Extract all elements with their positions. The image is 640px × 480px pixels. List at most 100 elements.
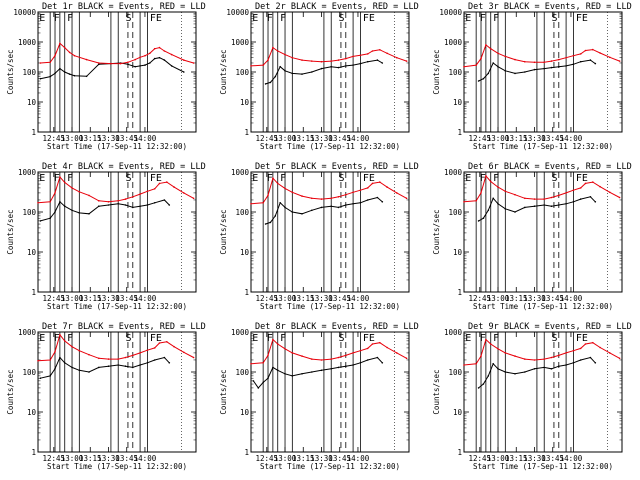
events-data-point <box>39 77 42 80</box>
x-tick-label: 13:15 <box>79 454 102 463</box>
events-data-point <box>482 383 485 385</box>
y-tick-label: 1000 <box>231 38 250 47</box>
flag-marker: F <box>280 333 286 344</box>
events-data-point <box>345 65 347 67</box>
lld-data-point <box>158 182 161 185</box>
events-data-point <box>572 201 575 203</box>
events-data-point <box>359 202 362 204</box>
y-tick-label: 10 <box>240 248 250 257</box>
lld-data-point <box>166 181 168 183</box>
x-axis-label: Start Time (17-Sep-11 12:32:00) <box>473 462 613 471</box>
events-data-point <box>98 366 100 369</box>
events-data-point <box>337 366 340 369</box>
y-tick-label: 10 <box>453 248 463 257</box>
panel-title: Det 8r BLACK = Events, RED = LLD <box>255 322 419 332</box>
lld-data-point <box>371 182 374 185</box>
lld-data-point <box>584 49 587 52</box>
lld-data-point <box>609 191 611 194</box>
events-data-point <box>504 70 507 72</box>
flag-marker: FE <box>576 173 588 184</box>
lld-data-point <box>463 65 465 68</box>
events-data-point <box>301 73 303 75</box>
flag-marker: F <box>67 173 73 184</box>
flag-marker: FE <box>576 333 588 344</box>
events-data-point <box>311 209 313 212</box>
events-data-point <box>594 201 597 203</box>
events-data-point <box>589 59 592 61</box>
events-data-point <box>366 60 369 63</box>
lld-data-point <box>85 58 88 61</box>
plot-frame <box>463 171 623 293</box>
lld-data-point <box>88 194 90 197</box>
lld-data-point <box>352 352 354 354</box>
flag-marker: E <box>465 333 471 344</box>
events-data-point <box>153 359 156 361</box>
x-axis-label: Start Time (17-Sep-11 12:32:00) <box>47 462 187 471</box>
lld-data-point <box>311 197 313 200</box>
events-data-point <box>132 206 134 209</box>
lld-data-point <box>475 200 478 202</box>
events-data-point <box>579 359 582 361</box>
lld-data-point <box>396 352 398 354</box>
events-data-point <box>274 215 277 217</box>
x-tick-label: 13:45 <box>115 294 138 303</box>
events-data-point <box>320 206 323 209</box>
flag-marker: FE <box>363 13 375 24</box>
lld-data-point <box>352 55 354 58</box>
x-tick-label: 13:45 <box>328 294 351 303</box>
events-data-point <box>59 356 61 359</box>
flag-marker: S <box>126 173 132 184</box>
x-tick-label: 14:00 <box>134 454 157 463</box>
events-data-point <box>514 373 516 375</box>
x-tick-label: 12:45 <box>256 294 279 303</box>
lld-data-point <box>49 359 51 361</box>
lld-data-point <box>262 202 265 204</box>
lld-data-point <box>592 181 594 183</box>
x-tick-label: 13:15 <box>505 134 528 143</box>
y-axis-label: Counts/sec <box>219 369 228 414</box>
lld-data-point <box>337 196 340 198</box>
lld-data-point <box>37 360 39 362</box>
events-data-point <box>54 72 56 75</box>
x-tick-label: 14:00 <box>347 454 370 463</box>
lld-data-point <box>565 192 567 194</box>
events-data-point <box>124 204 127 206</box>
lld-data-point <box>504 352 507 354</box>
lld-data-point <box>301 59 303 61</box>
events-data-point <box>533 368 536 370</box>
x-tick-label: 13:45 <box>541 134 564 143</box>
events-data-point <box>543 204 545 206</box>
events-data-point <box>301 213 303 215</box>
events-data-point <box>572 63 575 66</box>
events-series-line <box>40 356 170 379</box>
plot-frame <box>250 331 410 453</box>
events-data-point <box>558 65 560 68</box>
lld-data-point <box>153 188 156 190</box>
flag-marker: S <box>552 13 558 24</box>
lld-data-point <box>584 343 587 345</box>
lld-series-line <box>37 333 194 362</box>
flag-marker: E <box>39 173 45 184</box>
events-data-point <box>330 368 333 370</box>
lld-data-point <box>489 47 492 50</box>
events-data-point <box>311 371 313 373</box>
lld-data-point <box>132 196 134 198</box>
lld-data-point <box>153 347 156 349</box>
y-tick-label: 10000 <box>439 8 462 17</box>
lld-data-point <box>405 197 408 200</box>
lld-data-point <box>124 198 127 200</box>
events-data-point <box>337 66 340 69</box>
lld-data-point <box>558 58 560 61</box>
lld-data-point <box>291 352 294 354</box>
events-data-point <box>558 204 560 206</box>
x-tick-label: 14:00 <box>560 294 583 303</box>
events-data-point <box>107 204 110 206</box>
events-data-point <box>153 202 156 204</box>
lld-data-point <box>572 349 575 352</box>
lld-data-point <box>262 64 265 66</box>
events-data-point <box>252 380 255 382</box>
lld-data-point <box>609 56 611 59</box>
